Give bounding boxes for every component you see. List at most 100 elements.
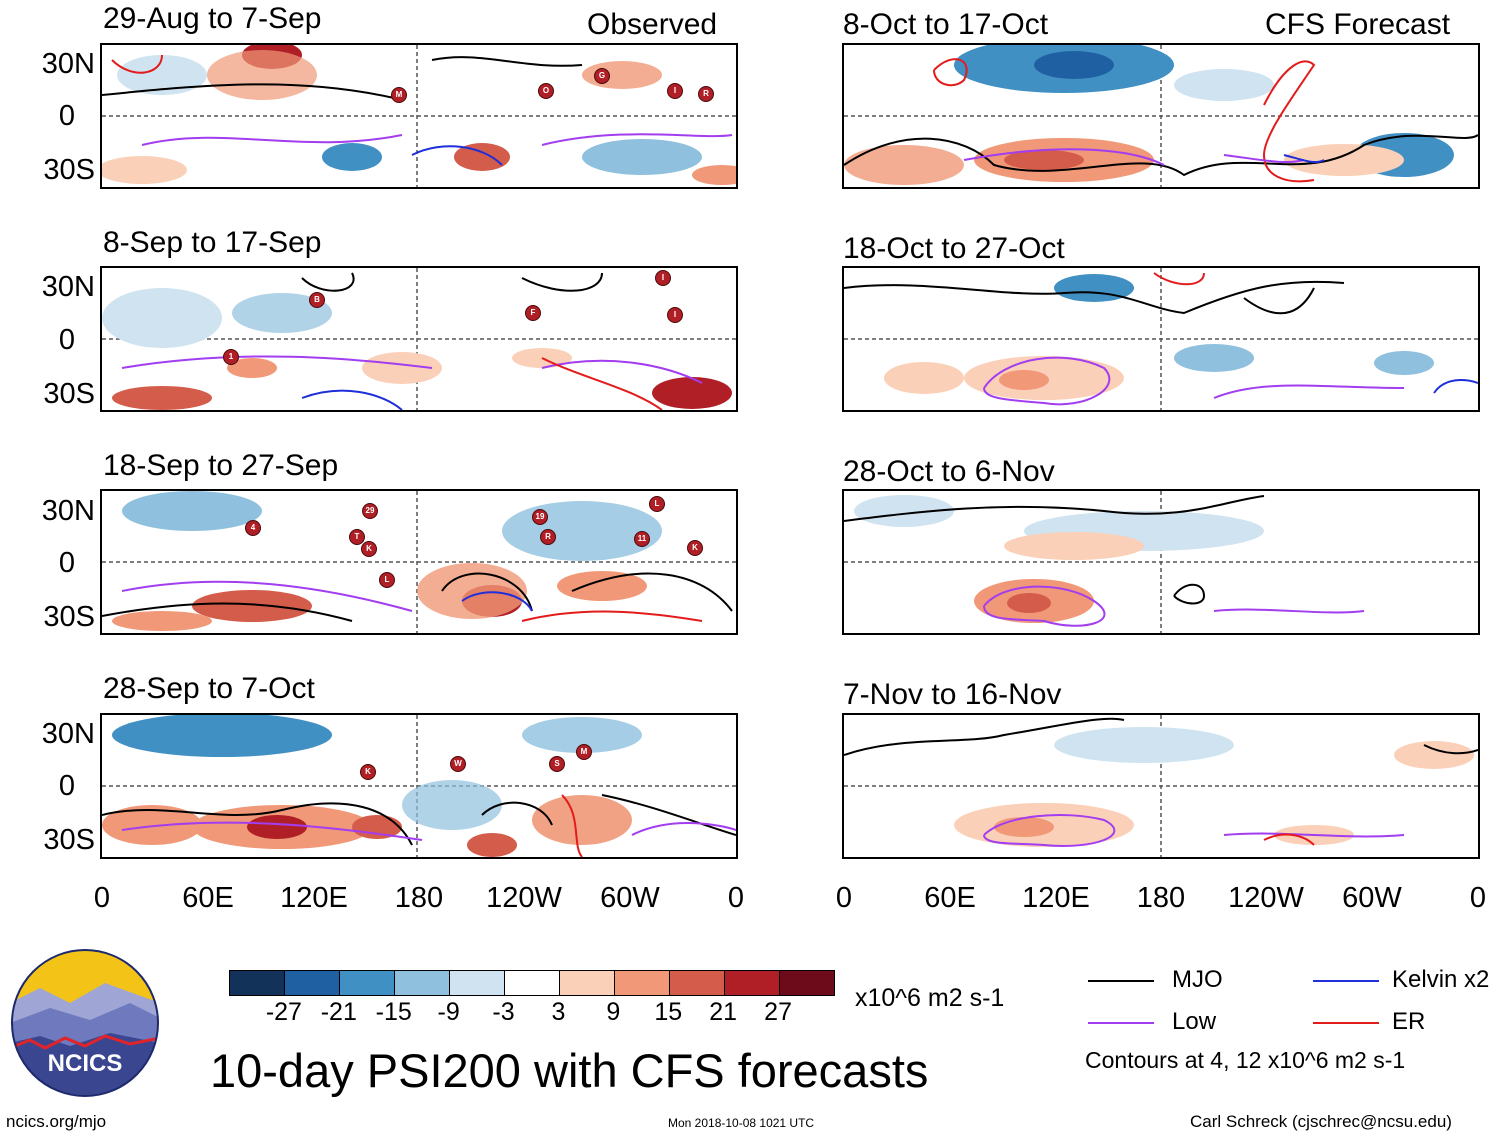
panel-title-forecast-1: 8-Oct to 17-Oct — [843, 8, 1049, 41]
footer-author: Carl Schreck (cjschrec@ncsu.edu) — [1190, 1112, 1452, 1131]
x-label-right-120w: 120W — [1228, 882, 1304, 914]
map-panel-forecast-4 — [842, 713, 1480, 859]
colorbar — [229, 970, 835, 996]
x-label-left-60e: 60E — [182, 882, 234, 914]
colorbar-swatch — [340, 971, 395, 995]
map-panel-forecast-2 — [842, 266, 1480, 412]
map-panel-observed-3 — [100, 489, 738, 635]
storm-marker: O — [538, 83, 554, 99]
legend-line-mjo — [1088, 980, 1154, 982]
colorbar-swatch — [670, 971, 725, 995]
footer-timestamp: Mon 2018-10-08 1021 UTC — [668, 1116, 815, 1130]
storm-marker: M — [576, 744, 592, 760]
y-label-30n: 30N — [41, 48, 95, 80]
panel-title-observed-1: 29-Aug to 7-Sep — [103, 2, 322, 35]
y-label-30s: 30S — [43, 378, 95, 410]
y-label-eq: 0 — [58, 770, 75, 802]
storm-marker: B — [309, 292, 325, 308]
colorbar-tick-label: -9 — [437, 998, 460, 1026]
legend-label-mjo: MJO — [1172, 966, 1223, 993]
colorbar-tick-label: -3 — [492, 998, 515, 1026]
y-label-eq: 0 — [58, 324, 75, 356]
colorbar-swatch — [395, 971, 450, 995]
y-label-30s: 30S — [43, 824, 95, 856]
colorbar-tick-label: -21 — [320, 998, 357, 1026]
x-label-right-0: 0 — [835, 882, 853, 914]
x-label-right-60e: 60E — [924, 882, 976, 914]
storm-marker: I — [667, 83, 683, 99]
storm-marker: 29 — [362, 503, 378, 519]
storm-marker: 1 — [223, 349, 239, 365]
logo-text: NCICS — [48, 1050, 123, 1077]
y-label-eq: 0 — [58, 547, 75, 579]
colorbar-tick-label: -27 — [265, 998, 302, 1026]
y-label-30n: 30N — [41, 495, 95, 527]
legend-label-kelvin: Kelvin x2 — [1392, 966, 1490, 993]
colorbar-swatch — [230, 971, 285, 995]
x-label-left-0-end: 0 — [727, 882, 745, 914]
storm-marker: L — [649, 496, 665, 512]
y-label-30n: 30N — [41, 718, 95, 750]
storm-marker: K — [360, 764, 376, 780]
x-label-left-180: 180 — [394, 882, 444, 914]
colorbar-tick-label: -15 — [375, 998, 412, 1026]
colorbar-swatch — [285, 971, 340, 995]
panel-title-observed-4: 28-Sep to 7-Oct — [103, 672, 315, 705]
storm-marker: I — [667, 307, 683, 323]
colorbar-tick-label: 27 — [764, 998, 792, 1026]
ncics-logo: NCICS — [10, 948, 160, 1098]
colorbar-tick-label: 15 — [654, 998, 683, 1026]
main-title: 10-day PSI200 with CFS forecasts — [210, 1044, 929, 1097]
legend-label-low: Low — [1172, 1008, 1217, 1035]
y-label-30s: 30S — [43, 154, 95, 186]
panel-title-forecast-3: 28-Oct to 6-Nov — [843, 455, 1055, 488]
x-label-right-120e: 120E — [1022, 882, 1090, 914]
storm-marker: T — [349, 529, 365, 545]
colorbar-swatch — [560, 971, 615, 995]
x-label-left-60w: 60W — [600, 882, 660, 914]
panel-title-observed-2: 8-Sep to 17-Sep — [103, 226, 322, 259]
x-label-left-0: 0 — [93, 882, 111, 914]
storm-marker: K — [361, 541, 377, 557]
legend-line-er — [1313, 1022, 1379, 1024]
colorbar-tick-label: 9 — [606, 998, 621, 1026]
map-panel-observed-1 — [100, 43, 738, 189]
x-label-right-0-end: 0 — [1469, 882, 1487, 914]
storm-marker: R — [698, 86, 714, 102]
storm-marker: 11 — [634, 531, 650, 547]
colorbar-swatch — [450, 971, 505, 995]
y-label-30n: 30N — [41, 271, 95, 303]
legend-label-er: ER — [1392, 1008, 1426, 1035]
colorbar-swatch — [505, 971, 560, 995]
y-label-30s: 30S — [43, 601, 95, 633]
y-label-eq: 0 — [58, 100, 75, 132]
storm-marker: I — [655, 270, 671, 286]
x-label-left-120e: 120E — [280, 882, 348, 914]
map-panel-observed-2 — [100, 266, 738, 412]
storm-marker: G — [594, 68, 610, 84]
colorbar-tick-label: 3 — [551, 998, 566, 1026]
storm-marker: K — [687, 540, 703, 556]
storm-marker: S — [549, 756, 565, 772]
storm-marker: M — [391, 87, 407, 103]
colorbar-swatch — [725, 971, 780, 995]
contour-note: Contours at 4, 12 x10^6 m2 s-1 — [1085, 1047, 1406, 1073]
observed-header: Observed — [587, 8, 718, 41]
storm-marker: F — [525, 305, 541, 321]
colorbar-swatch — [780, 971, 834, 995]
storm-marker: 19 — [532, 509, 548, 525]
footer-url[interactable]: ncics.org/mjo — [6, 1112, 107, 1131]
panel-title-forecast-4: 7-Nov to 16-Nov — [843, 678, 1062, 711]
colorbar-swatch — [615, 971, 670, 995]
x-label-right-180: 180 — [1136, 882, 1186, 914]
storm-marker: 4 — [245, 520, 261, 536]
colorbar-tick-label: 21 — [709, 998, 738, 1026]
forecast-header: CFS Forecast — [1265, 8, 1451, 41]
legend-line-low — [1088, 1022, 1154, 1024]
map-panel-forecast-1 — [842, 43, 1480, 189]
x-label-right-60w: 60W — [1342, 882, 1402, 914]
x-label-left-120w: 120W — [486, 882, 562, 914]
legend-line-kelvin — [1313, 980, 1379, 982]
colorbar-unit: x10^6 m2 s-1 — [855, 984, 1005, 1012]
storm-marker: R — [540, 529, 556, 545]
